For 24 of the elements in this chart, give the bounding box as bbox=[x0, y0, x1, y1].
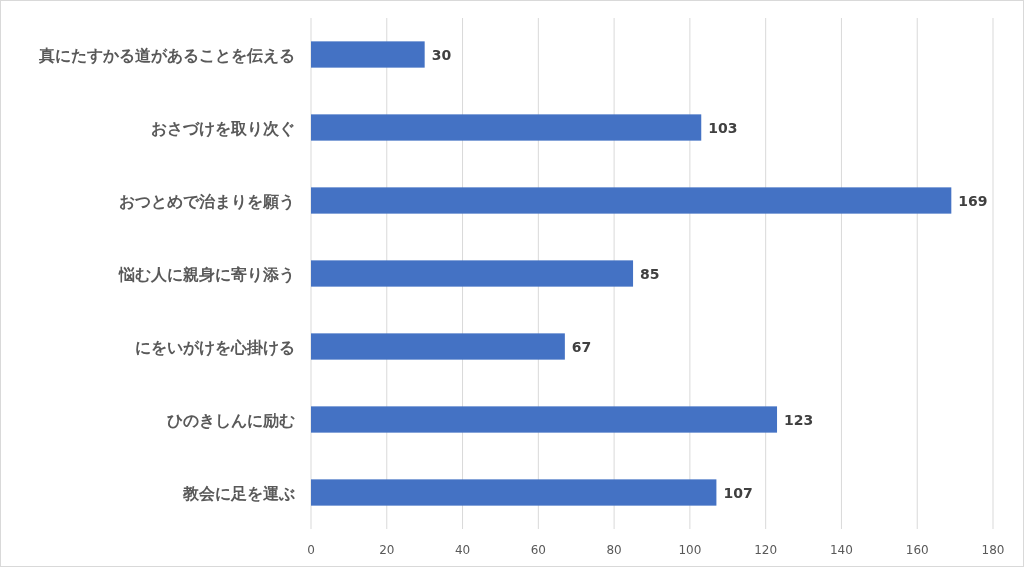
category-label: 悩む人に親身に寄り添う bbox=[119, 264, 295, 284]
x-tick-label: 120 bbox=[754, 543, 778, 557]
data-label: 107 bbox=[723, 484, 753, 501]
x-tick-label: 20 bbox=[379, 543, 395, 557]
category-label: にをいがけを心掛ける bbox=[135, 337, 295, 357]
data-label: 85 bbox=[640, 265, 660, 282]
x-tick-label: 40 bbox=[454, 543, 471, 557]
category-label: おさづけを取り次ぐ bbox=[151, 118, 295, 138]
x-tick-label: 180 bbox=[981, 543, 1005, 557]
data-label: 67 bbox=[571, 338, 592, 355]
x-tick-label: 0 bbox=[307, 543, 315, 557]
x-tick-label: 60 bbox=[530, 543, 546, 557]
data-label: 123 bbox=[784, 411, 814, 428]
data-label: 103 bbox=[708, 119, 738, 136]
x-tick-label: 100 bbox=[678, 543, 702, 557]
category-label: おつとめで治まりを願う bbox=[119, 191, 295, 211]
x-tick-label: 80 bbox=[606, 543, 622, 557]
x-tick-label: 160 bbox=[905, 543, 929, 557]
category-label: 真にたすかる道があることを伝える bbox=[39, 45, 295, 65]
data-label: 30 bbox=[431, 46, 452, 63]
category-label: ひのきしんに励む bbox=[167, 410, 295, 430]
data-label: 169 bbox=[958, 192, 988, 209]
x-tick-label: 140 bbox=[830, 543, 853, 557]
category-label: 教会に足を運ぶ bbox=[183, 483, 295, 503]
